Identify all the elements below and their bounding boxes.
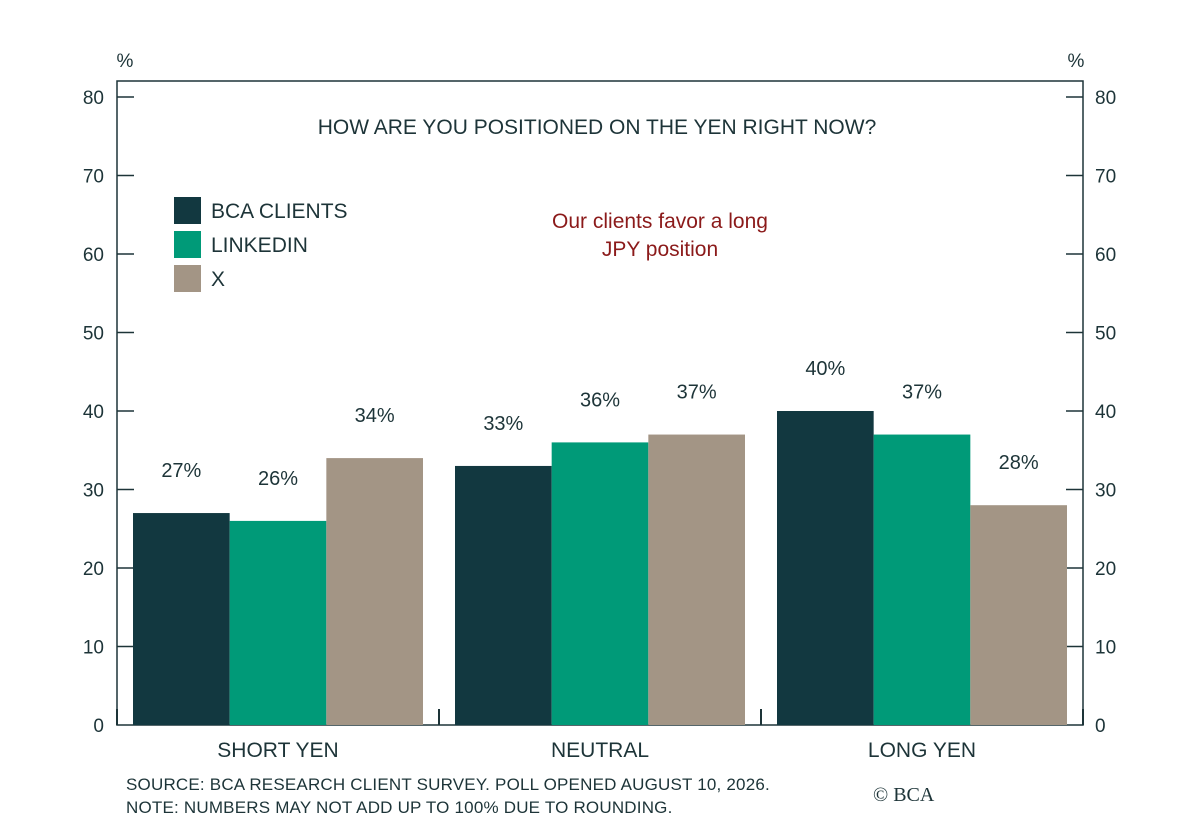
bar-data-label: 37% xyxy=(902,382,942,404)
category-label: LONG YEN xyxy=(868,739,976,762)
copyright-logo: © BCA xyxy=(873,784,935,806)
bar-data-label: 36% xyxy=(580,389,620,411)
annotation-line: JPY position xyxy=(602,238,718,261)
legend-swatch xyxy=(174,231,201,258)
y-tick-label-left: 50 xyxy=(83,324,104,345)
category-labels: SHORT YEN NEUTRAL LONG YEN xyxy=(217,739,976,762)
y-unit-left: % xyxy=(117,51,134,72)
annotation: Our clients favor a long JPY position xyxy=(552,210,768,261)
legend-label: LINKEDIN xyxy=(211,234,308,257)
y-tick-label-left: 20 xyxy=(83,559,104,580)
y-axis-left: 0 10 20 30 40 50 60 70 80 xyxy=(83,88,1084,737)
y-tick-label-right: 80 xyxy=(1095,88,1116,109)
bar xyxy=(970,505,1067,725)
y-tick-label-right: 60 xyxy=(1095,245,1116,266)
y-tick-label-right: 10 xyxy=(1095,638,1116,659)
legend-swatch xyxy=(174,197,201,224)
y-tick-label-right: 30 xyxy=(1095,481,1116,502)
bar xyxy=(648,434,745,725)
bar-data-label: 37% xyxy=(677,382,717,404)
y-tick-label-left: 70 xyxy=(83,167,104,188)
y-tick-label-left: 30 xyxy=(83,481,104,502)
bar xyxy=(551,442,649,725)
y-tick-label-left: 0 xyxy=(93,716,104,737)
y-tick-label-left: 40 xyxy=(83,402,104,423)
bar-data-label: 27% xyxy=(161,460,201,482)
bar xyxy=(326,458,423,725)
y-axis-right: 0 10 20 30 40 50 60 70 80 xyxy=(1066,88,1116,737)
bar xyxy=(229,520,327,725)
legend: BCA CLIENTS LINKEDIN X xyxy=(174,197,348,292)
bar-data-label: 33% xyxy=(483,413,523,435)
legend-label: X xyxy=(211,268,225,291)
bar xyxy=(873,434,971,725)
y-tick-label-right: 20 xyxy=(1095,559,1116,580)
y-tick-label-right: 40 xyxy=(1095,402,1116,423)
bar xyxy=(133,513,230,725)
bar xyxy=(455,465,552,725)
category-label: NEUTRAL xyxy=(551,739,649,762)
bar-data-label: 34% xyxy=(355,405,395,427)
y-unit-right: % xyxy=(1068,51,1085,72)
rounding-note: NOTE: NUMBERS MAY NOT ADD UP TO 100% DUE… xyxy=(126,798,673,817)
legend-label: BCA CLIENTS xyxy=(211,200,348,223)
y-tick-label-right: 50 xyxy=(1095,324,1116,345)
y-tick-label-right: 70 xyxy=(1095,167,1116,188)
chart-title: HOW ARE YOU POSITIONED ON THE YEN RIGHT … xyxy=(318,116,877,139)
legend-swatch xyxy=(174,265,201,292)
source-note: SOURCE: BCA RESEARCH CLIENT SURVEY. POLL… xyxy=(126,775,770,794)
bar xyxy=(777,411,874,725)
bar-data-label: 28% xyxy=(999,452,1039,474)
y-tick-label-left: 80 xyxy=(83,88,104,109)
bar-data-label: 26% xyxy=(258,468,298,490)
y-tick-label-left: 60 xyxy=(83,245,104,266)
annotation-line: Our clients favor a long xyxy=(552,210,768,233)
bar-data-label: 40% xyxy=(805,358,845,380)
category-label: SHORT YEN xyxy=(217,739,338,762)
y-tick-label-left: 10 xyxy=(83,638,104,659)
bars xyxy=(133,411,1067,725)
y-tick-label-right: 0 xyxy=(1095,716,1106,737)
bar-data-labels: 27% 26% 34% 33% 36% 37% 40% 37% 28% xyxy=(161,358,1039,490)
